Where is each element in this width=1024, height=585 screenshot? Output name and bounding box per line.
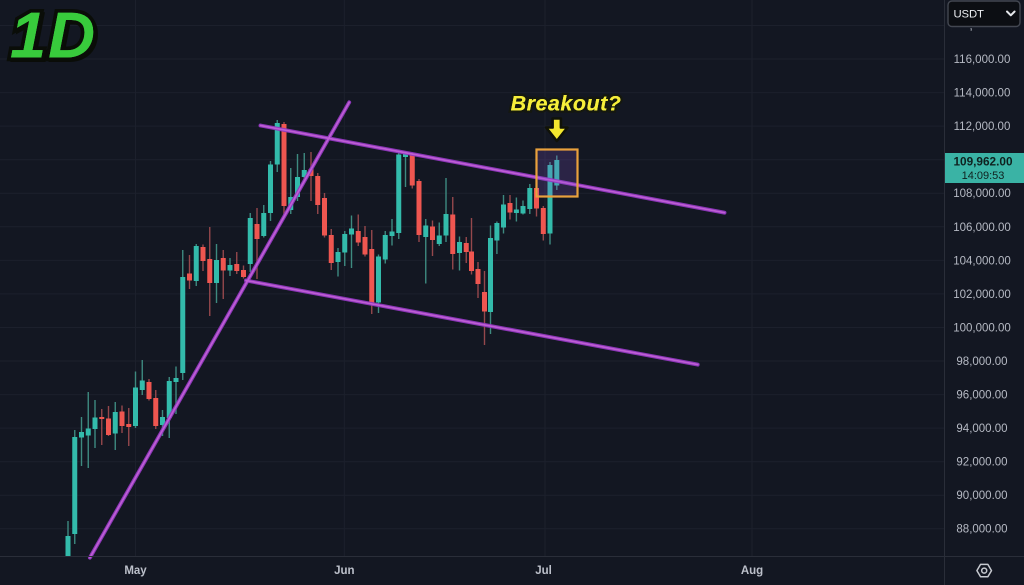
svg-text:14:09:53: 14:09:53 <box>962 170 1005 182</box>
svg-text:USDT: USDT <box>954 9 985 21</box>
svg-text:100,000.00: 100,000.00 <box>953 322 1011 334</box>
svg-text:1D: 1D <box>12 1 99 74</box>
svg-text:Breakout?: Breakout? <box>511 92 622 116</box>
svg-text:90,000.00: 90,000.00 <box>956 490 1007 502</box>
svg-text:Jul: Jul <box>535 565 552 577</box>
svg-text:112,000.00: 112,000.00 <box>954 121 1011 133</box>
svg-text:Aug: Aug <box>741 565 763 577</box>
svg-text:104,000.00: 104,000.00 <box>953 255 1011 267</box>
svg-text:May: May <box>124 565 147 577</box>
svg-text:102,000.00: 102,000.00 <box>953 289 1011 301</box>
svg-text:114,000.00: 114,000.00 <box>954 88 1011 100</box>
svg-text:98,000.00: 98,000.00 <box>956 356 1007 368</box>
svg-text:88,000.00: 88,000.00 <box>956 524 1007 536</box>
svg-text:96,000.00: 96,000.00 <box>956 390 1007 402</box>
svg-text:92,000.00: 92,000.00 <box>956 457 1007 469</box>
svg-text:1D: 1D <box>10 0 97 72</box>
svg-text:1D: 1D <box>10 0 97 72</box>
svg-text:109,962.00: 109,962.00 <box>953 155 1012 169</box>
svg-text:94,000.00: 94,000.00 <box>956 423 1007 435</box>
svg-text:108,000.00: 108,000.00 <box>953 188 1011 200</box>
svg-text:Breakout?: Breakout? <box>511 92 622 116</box>
svg-text:106,000.00: 106,000.00 <box>953 222 1011 234</box>
svg-text:Jun: Jun <box>334 565 354 577</box>
svg-text:116,000.00: 116,000.00 <box>954 54 1011 66</box>
